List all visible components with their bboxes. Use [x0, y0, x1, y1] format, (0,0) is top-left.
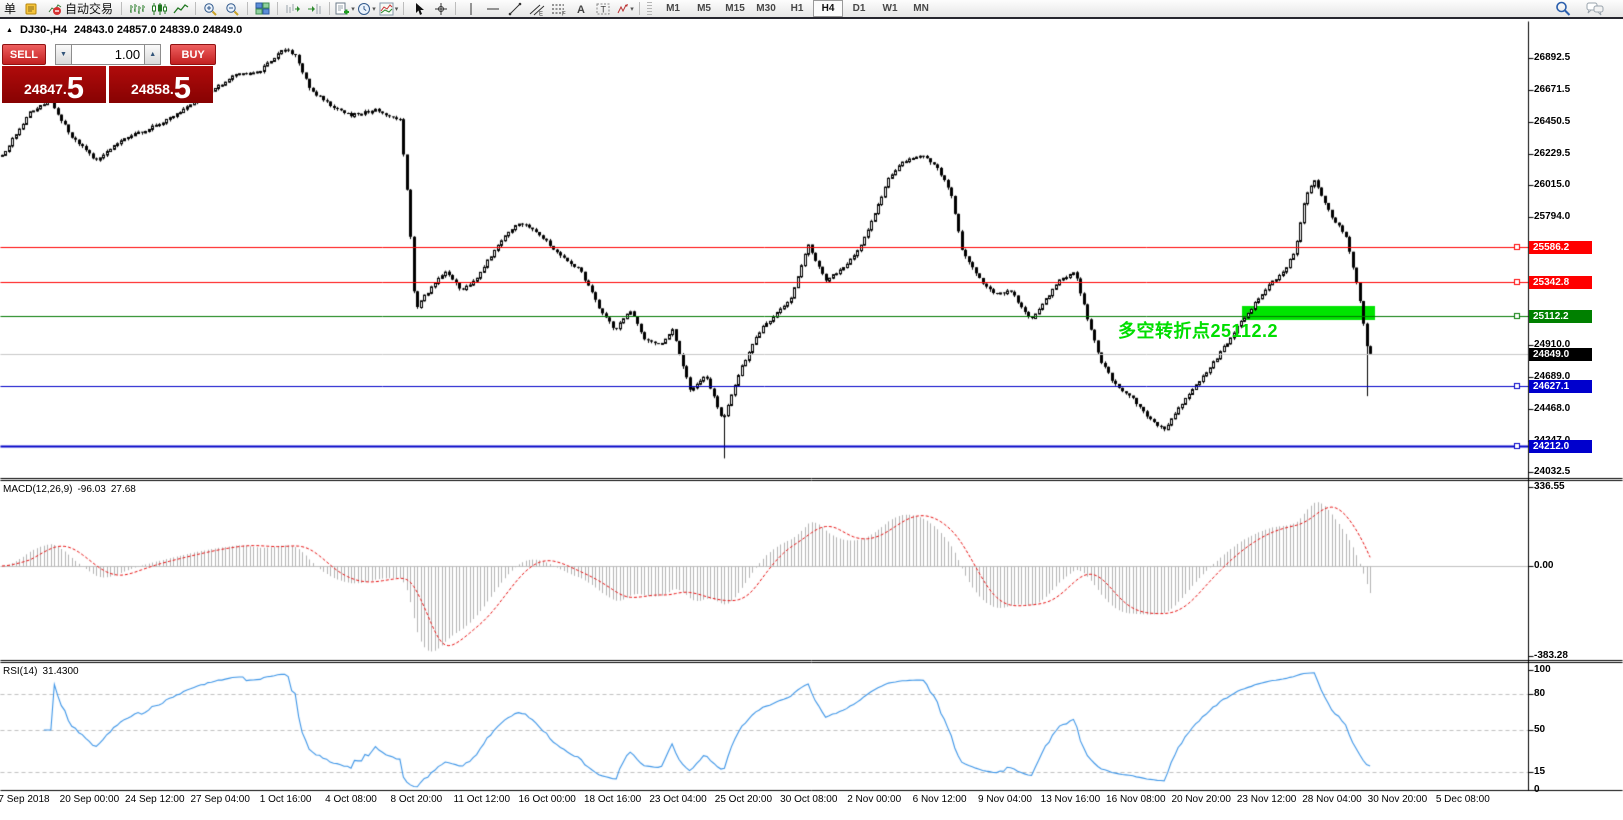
- toolbar-separator: [247, 2, 249, 15]
- buy-button[interactable]: BUY: [170, 44, 217, 65]
- timeframe-D1[interactable]: D1: [852, 3, 866, 14]
- symbol-name: DJ30-,H4: [19, 24, 68, 36]
- trade-controls-row: SELL ▼ ▲ BUY: [2, 44, 217, 65]
- trendline-icon[interactable]: [504, 1, 525, 17]
- pivot-annotation-text[interactable]: 多空转折点25112.2: [1118, 321, 1279, 341]
- auto-scroll-icon[interactable]: [304, 1, 325, 17]
- collapse-arrow-icon[interactable]: ▲: [6, 26, 13, 34]
- sell-price-button[interactable]: 24847. 5: [2, 66, 106, 103]
- horizontal-line-icon[interactable]: [482, 1, 503, 17]
- toolbar-separator: [403, 2, 405, 15]
- buy-price-big-digit: 5: [173, 70, 192, 105]
- volume-input[interactable]: [72, 44, 145, 65]
- svg-text:T: T: [600, 4, 606, 14]
- auto-trading-button[interactable]: 自动交易: [43, 1, 117, 17]
- symbol-ohlc: 24843.0 24857.0 24839.0 24849.0: [74, 24, 243, 36]
- toolbar-separator: [639, 2, 641, 15]
- arrows-icon[interactable]: ▾: [614, 1, 635, 17]
- sell-button[interactable]: SELL: [2, 44, 46, 65]
- timeframe-M1[interactable]: M1: [666, 3, 680, 14]
- toolbar-separator: [195, 2, 197, 15]
- macd-value: -96.03: [77, 484, 106, 495]
- zoom-out-icon[interactable]: [222, 1, 243, 17]
- shift-end-icon[interactable]: [282, 1, 303, 17]
- text-label-icon[interactable]: T: [592, 1, 613, 17]
- buy-price-button[interactable]: 24858. 5: [109, 66, 213, 103]
- svg-text:A: A: [577, 4, 585, 16]
- svg-text:E: E: [539, 11, 543, 16]
- timeframe-M30[interactable]: M30: [756, 3, 776, 14]
- volume-increase-button[interactable]: ▲: [144, 44, 162, 65]
- rsi-name: RSI(14): [3, 666, 38, 677]
- crosshair-icon[interactable]: [430, 1, 451, 17]
- macd-signal-value: 27.68: [110, 484, 136, 495]
- timeframe-M15[interactable]: M15: [725, 3, 745, 14]
- timeframe-W1[interactable]: W1: [882, 3, 898, 14]
- toolbar-right: [1552, 1, 1619, 17]
- svg-text:F: F: [562, 11, 566, 16]
- line-chart-icon[interactable]: [170, 1, 191, 17]
- sell-price-big-digit: 5: [66, 70, 85, 105]
- templates-icon[interactable]: ▾: [378, 1, 399, 17]
- fibonacci-icon[interactable]: F: [548, 1, 569, 17]
- volume-decrease-button[interactable]: ▼: [54, 44, 73, 65]
- toolbar-separator: [121, 2, 123, 15]
- equidistant-channel-icon[interactable]: E: [526, 1, 547, 17]
- main-toolbar: 单 自动交易 ▾ ▾ ▾ E F A T ▾ M1 M5 M15 M30 H1 H4 D1 W1 MN: [0, 0, 1623, 19]
- sell-price-main: 24847.: [23, 81, 67, 97]
- trade-prices-row: 24847. 5 24858. 5: [2, 66, 216, 103]
- chat-icon[interactable]: [1585, 1, 1605, 17]
- auto-trading-label: 自动交易: [65, 2, 114, 16]
- timeframe-H1[interactable]: H1: [790, 3, 804, 14]
- dropdown-arrow-icon: ▾: [630, 5, 634, 13]
- timeframe-MN[interactable]: MN: [913, 3, 929, 14]
- cursor-icon[interactable]: [408, 1, 429, 17]
- dropdown-arrow-icon: ▾: [394, 5, 399, 13]
- tile-windows-icon[interactable]: [252, 1, 273, 17]
- menu-fragment[interactable]: 单: [4, 2, 17, 16]
- periods-icon[interactable]: ▾: [356, 1, 377, 17]
- toolbar-grip: [647, 2, 653, 15]
- toolbar-icon-groups: ▾ ▾ ▾ E F A T ▾: [126, 1, 643, 17]
- auto-trading-icon: [47, 1, 62, 17]
- zoom-in-icon[interactable]: [200, 1, 221, 17]
- text-icon[interactable]: A: [570, 1, 591, 17]
- toolbar-separator: [277, 2, 279, 15]
- macd-name: MACD(12,26,9): [3, 484, 73, 495]
- dropdown-arrow-icon: ▾: [351, 5, 355, 13]
- rsi-indicator-label: RSI(14) 31.4300: [3, 666, 79, 677]
- new-order-icon[interactable]: [21, 1, 42, 17]
- search-icon[interactable]: [1552, 1, 1573, 17]
- buy-price-main: 24858.: [130, 81, 174, 97]
- bar-chart-icon[interactable]: [126, 1, 147, 17]
- toolbar-separator: [455, 2, 457, 15]
- new-chart-icon[interactable]: ▾: [334, 1, 355, 17]
- one-click-trading-panel: SELL ▼ ▲ BUY 24847. 5 24858. 5: [2, 44, 217, 103]
- dropdown-arrow-icon: ▾: [372, 5, 376, 13]
- timeframe-H4[interactable]: H4: [813, 0, 844, 17]
- timeframe-M5[interactable]: M5: [697, 3, 711, 14]
- vertical-line-icon[interactable]: [460, 1, 481, 17]
- macd-indicator-label: MACD(12,26,9) -96.03 27.68: [3, 484, 136, 495]
- timeframe-toolbar: M1 M5 M15 M30 H1 H4 D1 W1 MN: [658, 0, 936, 17]
- candlestick-chart-icon[interactable]: [148, 1, 169, 17]
- symbol-info-bar: ▲ DJ30-,H4 24843.0 24857.0 24839.0 24849…: [6, 24, 242, 36]
- rsi-value: 31.4300: [42, 666, 79, 677]
- toolbar-separator: [329, 2, 331, 15]
